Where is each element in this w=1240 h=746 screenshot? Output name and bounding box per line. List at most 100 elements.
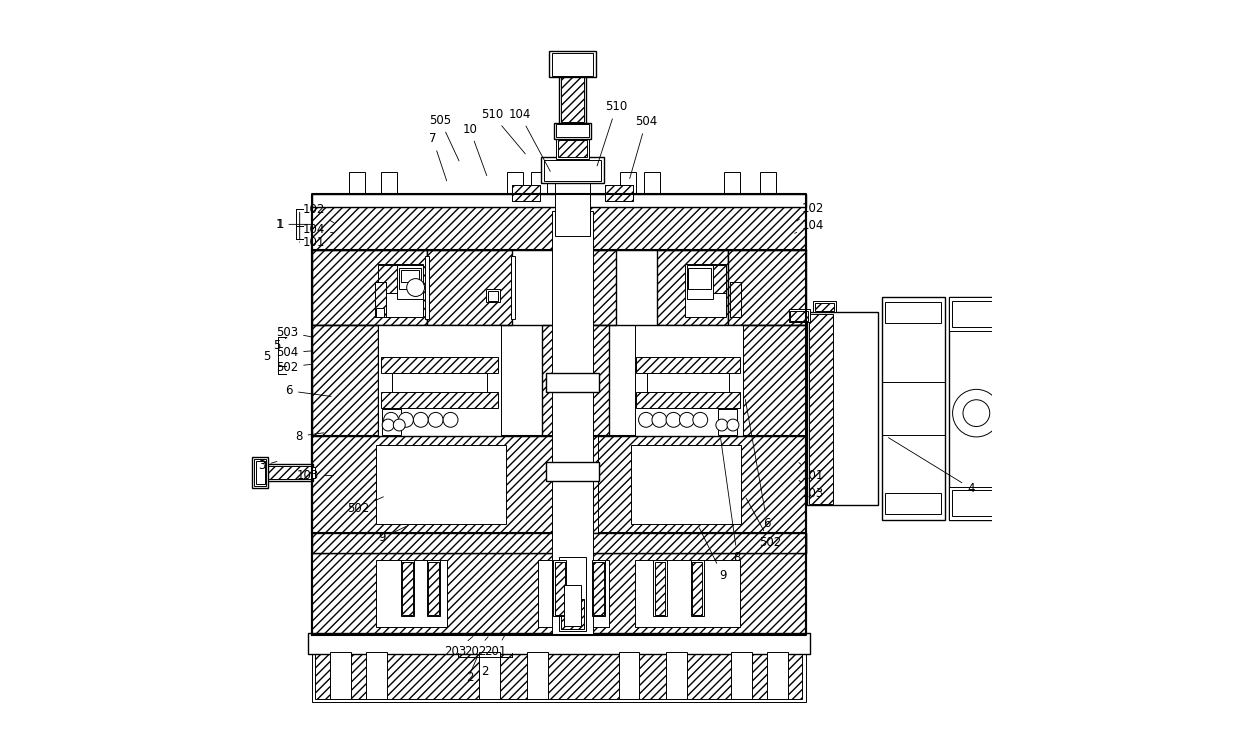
Circle shape bbox=[443, 413, 458, 427]
Bar bbox=[512, 185, 541, 201]
Bar bbox=[708, 266, 727, 293]
Bar bbox=[813, 301, 836, 312]
Bar bbox=[768, 653, 787, 698]
Text: 503: 503 bbox=[277, 325, 311, 339]
Bar bbox=[479, 653, 500, 698]
Bar bbox=[531, 172, 547, 194]
Bar bbox=[427, 251, 512, 325]
Bar bbox=[376, 445, 506, 524]
Bar bbox=[557, 436, 593, 533]
Bar bbox=[554, 562, 565, 615]
Text: 505: 505 bbox=[429, 114, 459, 161]
Bar bbox=[885, 493, 941, 514]
Bar bbox=[311, 533, 806, 553]
Text: 103: 103 bbox=[296, 469, 334, 482]
Bar bbox=[398, 269, 420, 289]
Circle shape bbox=[413, 413, 428, 427]
Circle shape bbox=[680, 413, 694, 427]
Text: 102: 102 bbox=[303, 203, 334, 223]
Bar bbox=[382, 409, 401, 435]
Bar bbox=[808, 313, 833, 504]
Text: 8: 8 bbox=[720, 439, 742, 564]
Circle shape bbox=[652, 413, 667, 427]
Bar bbox=[376, 308, 384, 317]
Text: 104: 104 bbox=[508, 108, 551, 172]
Bar bbox=[311, 553, 806, 635]
Bar bbox=[739, 325, 806, 436]
Text: 101: 101 bbox=[303, 236, 334, 248]
Circle shape bbox=[428, 413, 443, 427]
Bar bbox=[315, 654, 802, 698]
Text: 104: 104 bbox=[303, 223, 334, 236]
Bar bbox=[548, 51, 596, 77]
Bar bbox=[381, 172, 397, 194]
Bar bbox=[267, 466, 311, 479]
Text: 504: 504 bbox=[277, 346, 311, 360]
Circle shape bbox=[693, 413, 708, 427]
Circle shape bbox=[382, 419, 394, 431]
Bar bbox=[605, 185, 634, 201]
Bar bbox=[348, 172, 365, 194]
Text: 502: 502 bbox=[347, 497, 383, 515]
Bar bbox=[885, 302, 941, 323]
Bar bbox=[882, 297, 945, 520]
Bar bbox=[952, 301, 1001, 327]
Bar bbox=[559, 75, 585, 123]
Text: 7: 7 bbox=[429, 132, 446, 181]
Bar bbox=[311, 533, 806, 553]
Bar bbox=[254, 460, 267, 486]
Bar bbox=[619, 653, 640, 698]
Bar bbox=[593, 562, 604, 615]
Text: 102: 102 bbox=[797, 201, 825, 221]
Bar bbox=[636, 357, 740, 373]
Bar bbox=[486, 289, 500, 302]
Bar bbox=[635, 560, 740, 627]
Text: 9: 9 bbox=[699, 528, 727, 582]
Bar bbox=[428, 562, 439, 615]
Text: 10: 10 bbox=[463, 123, 487, 175]
Circle shape bbox=[639, 413, 653, 427]
Bar bbox=[732, 653, 753, 698]
Bar bbox=[605, 185, 634, 201]
Bar bbox=[688, 269, 711, 289]
Bar bbox=[949, 297, 1004, 520]
Bar bbox=[507, 172, 523, 194]
Bar bbox=[366, 653, 387, 698]
Text: 1: 1 bbox=[277, 218, 284, 231]
Bar bbox=[311, 651, 806, 701]
Text: 202: 202 bbox=[464, 636, 489, 658]
Bar bbox=[402, 562, 413, 615]
Bar bbox=[553, 560, 567, 616]
Circle shape bbox=[393, 419, 405, 431]
Circle shape bbox=[952, 389, 1001, 437]
Bar bbox=[527, 653, 548, 698]
Bar bbox=[815, 303, 835, 310]
Bar bbox=[655, 562, 666, 615]
Text: 510: 510 bbox=[598, 101, 627, 166]
Text: 101: 101 bbox=[799, 463, 825, 482]
Bar bbox=[397, 266, 423, 298]
Bar bbox=[552, 211, 593, 635]
Bar bbox=[562, 76, 584, 122]
Bar bbox=[556, 138, 589, 159]
Bar bbox=[542, 325, 609, 436]
Bar bbox=[427, 560, 440, 616]
Bar bbox=[546, 373, 599, 392]
Bar bbox=[553, 251, 616, 325]
Bar bbox=[728, 251, 806, 325]
Bar bbox=[631, 445, 742, 524]
Bar bbox=[560, 599, 584, 629]
Bar bbox=[686, 264, 727, 317]
Text: 510: 510 bbox=[481, 108, 526, 154]
Bar bbox=[511, 257, 515, 319]
Bar bbox=[558, 140, 588, 157]
Bar bbox=[653, 560, 667, 616]
Bar bbox=[308, 633, 810, 654]
Bar bbox=[311, 468, 315, 477]
Bar bbox=[687, 266, 713, 298]
Bar bbox=[425, 257, 429, 319]
Text: 5: 5 bbox=[263, 350, 270, 363]
Text: 6: 6 bbox=[285, 384, 331, 398]
Bar bbox=[949, 486, 1004, 520]
Circle shape bbox=[715, 419, 728, 431]
